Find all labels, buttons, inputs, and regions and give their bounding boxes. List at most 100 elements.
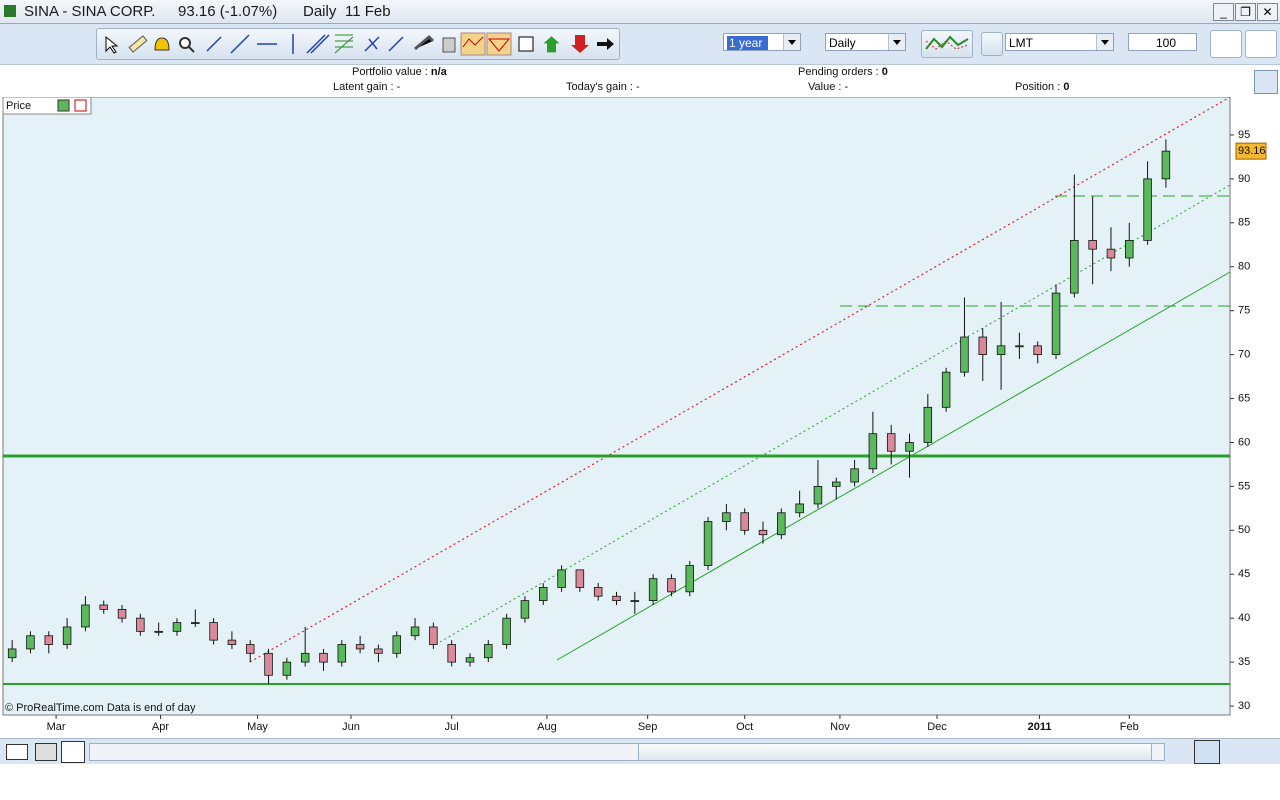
toolbar: 1 year Daily LMT 100 <box>0 24 1280 65</box>
x-tick-label: Dec <box>927 721 947 733</box>
footer: © ProRealTime.com Data is end of day <box>5 702 196 714</box>
panel-close-button[interactable] <box>74 99 87 112</box>
app-icon <box>4 5 16 17</box>
scroll-thumb[interactable] <box>638 744 1152 760</box>
x-tick-label: Aug <box>537 721 557 733</box>
x-tick-label: Apr <box>152 721 169 733</box>
print-button[interactable] <box>35 743 57 761</box>
latent-gain: - <box>396 81 401 93</box>
plot-area <box>2 97 1231 716</box>
todays-gain: - <box>635 81 640 93</box>
y-tick-label: 40 <box>1238 612 1250 624</box>
value-label: Value : <box>808 81 842 93</box>
quantity-input[interactable]: 100 <box>1128 33 1197 51</box>
portfolio-value: n/a <box>430 66 447 78</box>
quote: 93.16 (-1.07%) <box>178 3 278 20</box>
indicators-button[interactable] <box>921 30 973 58</box>
text-tool[interactable] <box>518 36 534 52</box>
candle-body <box>429 626 438 645</box>
hammer-tool[interactable] <box>414 34 435 51</box>
candle-body <box>191 622 200 624</box>
quantity-value: 100 <box>1155 36 1176 50</box>
buy-arrow-tool[interactable] <box>543 36 560 53</box>
y-tick-label: 95 <box>1238 129 1250 141</box>
candle-body <box>941 371 951 408</box>
x-tick-label: 2011 <box>1028 721 1052 733</box>
candle-body <box>1125 239 1134 259</box>
candle-body <box>26 635 35 650</box>
panel-up-button[interactable] <box>57 99 70 112</box>
candle-body <box>447 644 456 663</box>
y-tick-label: 55 <box>1238 480 1250 492</box>
candle-body <box>410 626 420 637</box>
y-tick-label: 80 <box>1238 261 1250 273</box>
candle-body <box>795 503 804 514</box>
candle-body <box>557 569 566 588</box>
pending-orders-label: Pending orders : <box>798 66 879 78</box>
x-tick-label: Nov <box>830 721 850 733</box>
candle-body <box>1015 345 1024 348</box>
y-tick-label: 70 <box>1238 349 1250 361</box>
sell-arrow-tool[interactable] <box>571 35 589 53</box>
interval-select[interactable]: Daily <box>825 33 906 51</box>
zoom-tool[interactable] <box>179 37 191 49</box>
range-select[interactable]: 1 year <box>723 33 801 51</box>
x-tick-label: Jul <box>445 721 459 733</box>
restore-button[interactable]: ❐ <box>1235 3 1256 21</box>
trend-tool[interactable] <box>460 32 486 56</box>
value: - <box>844 81 849 93</box>
y-tick-label: 90 <box>1238 173 1250 185</box>
candle-body <box>832 481 841 487</box>
lock-button[interactable] <box>61 741 85 763</box>
candle-body <box>630 600 640 603</box>
last-price: 93.16 <box>1238 145 1266 157</box>
settings-button[interactable] <box>981 32 1003 56</box>
title-bar: SINA - SINA CORP. 93.16 (-1.07%) Daily 1… <box>0 0 1280 24</box>
zoom-out-button[interactable] <box>1224 742 1244 760</box>
channel-tool[interactable] <box>306 34 330 54</box>
zoom-fit-button[interactable] <box>1194 740 1220 764</box>
portfolio-value-label: Portfolio value : <box>352 66 428 78</box>
candle-body <box>484 644 493 659</box>
ruler-tool[interactable] <box>128 35 148 53</box>
zoom-in-button[interactable] <box>1252 742 1272 760</box>
scrollbar[interactable] <box>89 743 1165 761</box>
fibonacci-tool[interactable] <box>334 34 354 54</box>
range-value: 1 year <box>727 36 769 50</box>
ray-tool[interactable] <box>230 34 250 54</box>
interval-value: Daily <box>829 36 856 50</box>
fit-button[interactable] <box>1170 742 1190 760</box>
candle-body <box>813 485 823 505</box>
candle-body <box>1051 292 1061 356</box>
line-tool[interactable] <box>206 36 222 52</box>
x-tick-label: Mar <box>47 721 66 733</box>
minimize-button[interactable]: _ <box>1213 3 1234 21</box>
candle-body <box>154 630 163 633</box>
buy-button[interactable] <box>1210 30 1242 58</box>
sell-button[interactable] <box>1245 30 1277 58</box>
trend-line <box>249 97 1231 663</box>
y-tick-label: 65 <box>1238 392 1250 404</box>
delete-tool[interactable] <box>442 37 456 53</box>
position-label: Position : <box>1015 81 1061 93</box>
exit-arrow-tool[interactable] <box>597 38 614 50</box>
refresh-button[interactable] <box>1254 70 1278 94</box>
latent-gain-label: Latent gain : <box>333 81 394 93</box>
candle-body <box>850 468 859 483</box>
candle-body <box>337 644 347 663</box>
mail-button[interactable] <box>6 744 28 760</box>
cross-tool[interactable] <box>364 36 380 52</box>
parallel-tool[interactable] <box>388 36 404 52</box>
candle-body <box>758 529 768 536</box>
candle-body <box>392 635 401 654</box>
close-button[interactable]: ✕ <box>1257 3 1278 21</box>
order-type-select[interactable]: LMT <box>1005 33 1114 51</box>
candle-body <box>868 433 878 470</box>
tool-icons <box>105 32 614 56</box>
pointer-tool[interactable] <box>105 35 119 54</box>
y-tick-label: 50 <box>1238 524 1250 536</box>
alert-tool[interactable] <box>154 37 170 51</box>
candle-body <box>502 617 511 645</box>
candle-body <box>612 595 621 602</box>
position: 0 <box>1063 81 1070 93</box>
